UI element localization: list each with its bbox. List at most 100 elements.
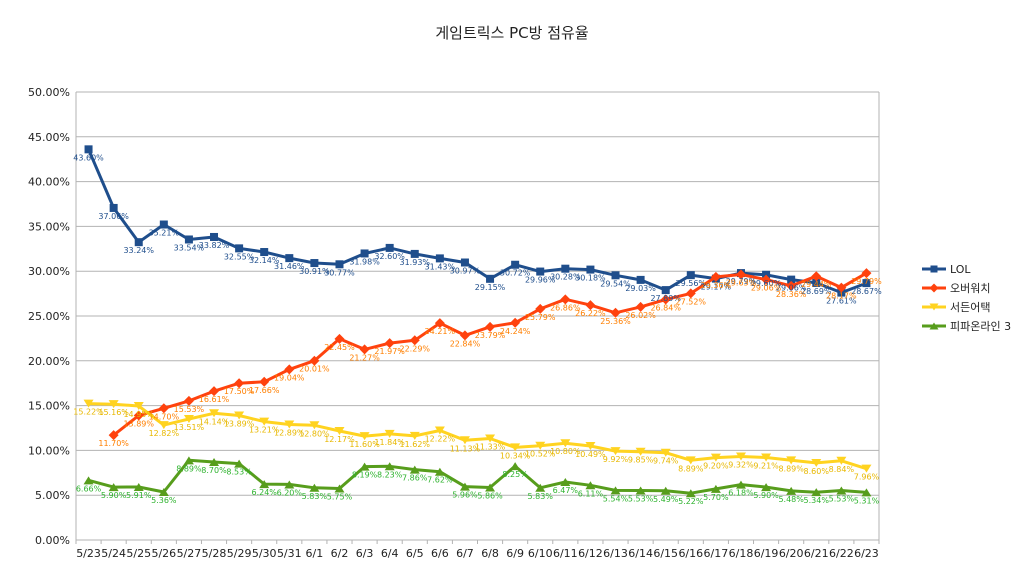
point-marker — [510, 462, 521, 471]
data-label: 26.84% — [650, 304, 681, 313]
point-marker — [259, 417, 270, 426]
data-label: 9.32% — [728, 460, 754, 469]
point-marker — [710, 484, 721, 493]
data-label: 29.56% — [676, 279, 707, 288]
point-marker — [685, 489, 696, 498]
data-label: 30.91% — [299, 267, 330, 276]
point-marker — [710, 271, 721, 282]
data-label: 8.60% — [804, 467, 830, 476]
data-label: 5.91% — [126, 491, 152, 500]
data-label: 32.14% — [249, 256, 280, 265]
point-marker — [685, 288, 696, 299]
data-label: 22.84% — [450, 339, 481, 348]
y-tick-label: 45.00% — [28, 131, 70, 144]
point-marker — [660, 294, 671, 305]
point-marker — [635, 447, 646, 456]
data-label: 9.92% — [603, 455, 629, 464]
point-marker — [761, 274, 772, 285]
x-tick-label: 6/17 — [704, 547, 729, 560]
data-label: 26.22% — [575, 309, 606, 318]
data-label: 5.36% — [151, 496, 177, 505]
x-tick-label: 5/27 — [177, 547, 202, 560]
point-marker — [183, 414, 194, 423]
point-marker — [310, 259, 319, 268]
y-tick-label: 50.00% — [28, 86, 70, 99]
point-marker — [560, 439, 571, 448]
point-marker — [510, 443, 521, 452]
data-label: 5.70% — [703, 493, 729, 502]
x-tick-label: 6/12 — [578, 547, 603, 560]
point-marker — [83, 399, 94, 408]
data-label: 14.95% — [123, 410, 154, 419]
data-label: 29.36% — [701, 281, 732, 290]
y-tick-label: 35.00% — [28, 220, 70, 233]
point-marker — [661, 286, 670, 295]
point-marker — [861, 268, 872, 279]
data-label: 8.25% — [502, 470, 528, 479]
point-marker — [235, 244, 244, 253]
x-tick-label: 5/26 — [151, 547, 176, 560]
point-marker — [535, 441, 546, 450]
x-tick-label: 5/28 — [202, 547, 227, 560]
data-label: 22.45% — [324, 343, 355, 352]
point-marker — [460, 258, 469, 267]
point-marker — [108, 483, 119, 492]
point-marker — [459, 330, 470, 341]
data-label: 8.84% — [829, 465, 855, 474]
point-marker — [486, 274, 495, 283]
data-label: 6.66% — [76, 484, 102, 493]
point-marker — [610, 307, 621, 318]
data-label: 14.70% — [149, 412, 180, 421]
point-marker — [560, 294, 571, 305]
point-marker — [234, 378, 245, 389]
point-marker — [359, 344, 370, 355]
data-label: 6.47% — [553, 486, 579, 495]
data-label: 5.86% — [477, 491, 503, 500]
x-tick-label: 6/23 — [854, 547, 879, 560]
data-label: 30.28% — [550, 273, 581, 282]
point-marker — [158, 487, 169, 496]
point-marker — [410, 249, 419, 258]
point-marker — [929, 283, 939, 293]
data-label: 12.22% — [425, 435, 456, 444]
data-label: 5.31% — [854, 496, 880, 505]
data-label: 8.89% — [176, 464, 202, 473]
data-label: 5.90% — [753, 491, 779, 500]
point-marker — [610, 486, 621, 495]
point-marker — [158, 421, 169, 430]
data-label: 5.90% — [101, 491, 127, 500]
series-2 — [83, 399, 872, 473]
y-tick-label: 0.00% — [35, 534, 70, 547]
x-tick-label: 5/24 — [101, 547, 126, 560]
data-label: 28.17% — [826, 292, 857, 301]
data-label: 17.50% — [224, 387, 255, 396]
point-marker — [787, 275, 796, 284]
x-tick-label: 5/25 — [126, 547, 151, 560]
point-marker — [837, 288, 846, 297]
x-tick-label: 6/9 — [506, 547, 524, 560]
point-marker — [209, 409, 220, 418]
data-label: 9.74% — [653, 457, 679, 466]
chart-title: 게임트릭스 PC방 점유율 — [435, 24, 589, 42]
x-tick-label: 6/4 — [381, 547, 399, 560]
point-marker — [234, 411, 245, 420]
data-label: 7.62% — [427, 476, 453, 485]
point-marker — [560, 478, 571, 487]
point-marker — [561, 264, 570, 273]
y-tick-label: 30.00% — [28, 265, 70, 278]
data-label: 24.21% — [425, 327, 456, 336]
data-label: 29.44% — [801, 280, 832, 289]
point-marker — [259, 376, 270, 387]
point-marker — [635, 486, 646, 495]
x-tick-label: 6/3 — [356, 547, 374, 560]
legend-label: LOL — [950, 263, 971, 276]
series-line — [112, 271, 868, 437]
legend-label: 피파온라인 3 — [950, 320, 1011, 333]
x-tick-label: 6/18 — [729, 547, 754, 560]
data-label: 5.48% — [778, 495, 804, 504]
data-label: 9.21% — [753, 461, 779, 470]
data-label: 37.06% — [98, 212, 129, 221]
point-marker — [635, 301, 646, 312]
data-label: 31.46% — [274, 262, 305, 271]
